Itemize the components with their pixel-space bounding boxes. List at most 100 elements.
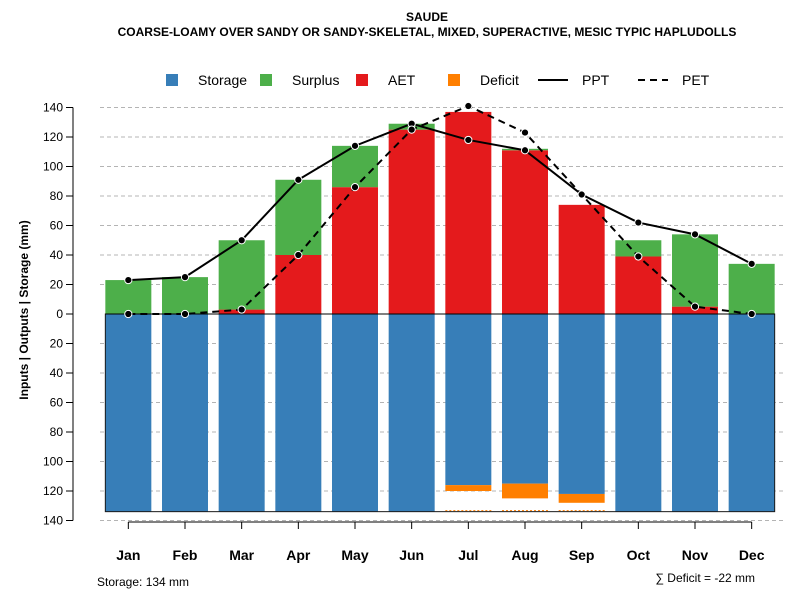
pet-line	[128, 104, 752, 315]
legend-swatch-aet	[356, 74, 368, 86]
y-tick-label: 100	[43, 160, 63, 174]
surplus-bar-may	[332, 145, 378, 188]
storage-bar-jan	[105, 314, 152, 512]
legend-label-storage: Storage	[198, 72, 247, 88]
surplus-bar-apr	[275, 179, 322, 255]
storage-bar-jun	[388, 314, 435, 512]
legend-swatch-deficit	[448, 74, 460, 86]
y-tick-label: 100	[43, 455, 63, 469]
chart-title: SAUDE	[406, 10, 448, 24]
pet-point-sep	[577, 190, 586, 199]
deficit-bar-jul	[445, 485, 492, 491]
pet-point-apr	[294, 250, 303, 260]
pet-point-aug	[520, 128, 530, 137]
y-tick-label: 20	[50, 337, 64, 351]
ppt-point-aug	[520, 146, 530, 155]
legend-swatch-storage	[166, 74, 178, 86]
ppt-point-may	[350, 141, 360, 150]
y-tick-label: 60	[50, 219, 64, 233]
surplus-bar-jan	[105, 280, 152, 314]
x-tick-label-apr: Apr	[286, 547, 311, 563]
lines	[124, 101, 756, 319]
y-axis: 140 120 100 80 60 40 20 0 20 40 60 80 100 120 140	[43, 101, 74, 528]
legend-label-surplus: Surplus	[292, 72, 339, 88]
chart-subtitle: COARSE-LOAMY OVER SANDY OR SANDY-SKELETA…	[118, 25, 737, 39]
x-tick-label-mar: Mar	[229, 547, 254, 563]
y-tick-label: 120	[43, 130, 63, 144]
y-tick-label: 120	[43, 484, 63, 498]
storage-bar-mar	[218, 314, 265, 512]
legend: Storage Surplus AET Deficit PPT PET	[166, 72, 710, 88]
y-tick-label: 80	[50, 189, 64, 203]
storage-bar-jul	[445, 314, 492, 486]
x-tick-label-oct: Oct	[627, 547, 651, 563]
aet-bar-oct	[615, 256, 662, 314]
y-tick-label: 40	[50, 248, 64, 262]
aet-bar-jun	[388, 129, 435, 314]
x-tick-label-jun: Jun	[399, 547, 424, 563]
bars	[104, 111, 776, 513]
x-tick-label-aug: Aug	[511, 547, 538, 563]
surplus-bar-mar	[218, 240, 265, 310]
ppt-point-dec	[747, 259, 756, 268]
pet-point-oct	[634, 252, 643, 261]
ppt-point-feb	[180, 273, 190, 282]
pet-point-jul	[464, 101, 473, 111]
y-tick-label: 140	[43, 514, 63, 528]
y-tick-label: 0	[56, 307, 63, 321]
storage-bar-oct	[615, 314, 662, 512]
storage-bar-apr	[275, 314, 322, 512]
deficit-bar-aug	[502, 483, 548, 499]
storage-bar-aug	[502, 314, 548, 484]
pet-point-nov	[690, 302, 700, 311]
x-tick-label-may: May	[341, 547, 368, 563]
gridlines	[100, 107, 785, 521]
x-tick-label-sep: Sep	[569, 547, 595, 563]
pet-point-jun	[407, 125, 416, 134]
y-tick-label: 20	[50, 278, 64, 292]
surplus-bar-feb	[162, 277, 208, 314]
legend-label-deficit: Deficit	[480, 72, 519, 88]
y-tick-label: 80	[50, 425, 64, 439]
x-tick-label-jan: Jan	[116, 547, 140, 563]
ppt-point-jul	[464, 135, 473, 145]
x-tick-label-feb: Feb	[173, 547, 198, 563]
x-tick-label-jul: Jul	[458, 547, 478, 563]
y-tick-label: 140	[43, 101, 63, 115]
surplus-bar-nov	[672, 234, 718, 307]
y-axis-label: Inputs | Outputs | Storage (mm)	[17, 220, 31, 399]
storage-bar-may	[332, 314, 378, 512]
storage-bar-feb	[162, 314, 208, 512]
x-tick-label-dec: Dec	[739, 547, 765, 563]
x-tick-label-nov: Nov	[682, 547, 709, 563]
aet-bar-jul	[445, 111, 492, 314]
pet-point-may	[350, 183, 360, 192]
deficit-note: ∑ Deficit = -22 mm	[655, 571, 755, 585]
deficit-bar-sep	[558, 493, 605, 503]
y-tick-label: 60	[50, 396, 64, 410]
legend-label-ppt: PPT	[582, 72, 610, 88]
ppt-line	[128, 122, 753, 282]
ppt-point-oct	[634, 218, 643, 227]
x-axis: Jan Feb Mar Apr May Jun Jul Aug Sep Oct Nov Dec	[116, 521, 765, 563]
storage-bar-nov	[672, 314, 718, 512]
ppt-point-jan	[124, 275, 133, 285]
pet-point-jan	[124, 309, 133, 319]
aet-bar-may	[332, 187, 378, 314]
legend-label-aet: AET	[388, 72, 416, 88]
y-tick-label: 40	[50, 366, 64, 380]
aet-bar-aug	[502, 150, 548, 314]
aet-bar-apr	[275, 255, 322, 314]
aet-bar-sep	[558, 204, 605, 314]
pet-point-dec	[747, 309, 756, 319]
pet-point-feb	[180, 309, 190, 319]
ppt-point-apr	[294, 175, 303, 184]
legend-label-pet: PET	[682, 72, 710, 88]
surplus-bar-dec	[728, 263, 775, 314]
legend-swatch-surplus	[260, 74, 272, 86]
storage-bar-dec	[728, 314, 775, 512]
ppt-point-nov	[690, 230, 700, 239]
storage-bar-sep	[558, 314, 605, 494]
storage-note: Storage: 134 mm	[97, 575, 189, 589]
